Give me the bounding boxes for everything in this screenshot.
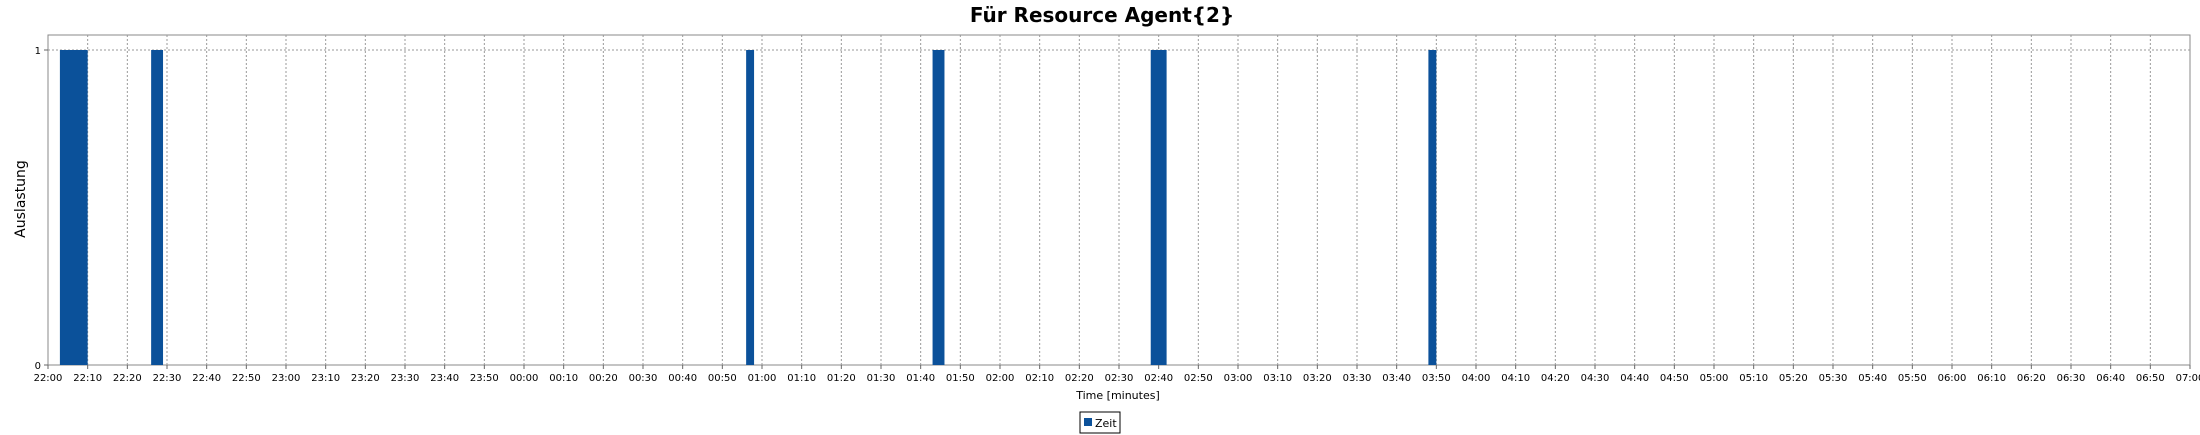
x-tick-label: 03:50	[1422, 373, 1451, 384]
legend-swatch	[1084, 418, 1092, 426]
x-tick-label: 02:10	[1025, 373, 1054, 384]
x-tick-label: 22:30	[153, 373, 182, 384]
x-tick-label: 00:40	[668, 373, 697, 384]
x-tick-label: 02:20	[1065, 373, 1094, 384]
x-tick-label: 22:20	[113, 373, 142, 384]
x-tick-label: 04:10	[1501, 373, 1530, 384]
x-tick-label: 03:40	[1382, 373, 1411, 384]
x-tick-label: 22:10	[73, 373, 102, 384]
bar	[932, 50, 945, 365]
x-tick-label: 00:20	[589, 373, 618, 384]
bars	[59, 50, 1437, 365]
x-tick-label: 03:10	[1263, 373, 1292, 384]
bar	[1150, 50, 1167, 365]
x-tick-label: 04:00	[1462, 373, 1491, 384]
x-tick-label: 04:20	[1541, 373, 1570, 384]
x-tick-label: 03:20	[1303, 373, 1332, 384]
x-tick-label: 00:00	[510, 373, 539, 384]
x-tick-label: 03:30	[1343, 373, 1372, 384]
bar	[746, 50, 755, 365]
x-tick-label: 06:10	[1977, 373, 2006, 384]
y-axis: 01	[35, 46, 48, 372]
x-tick-label: 06:40	[2096, 373, 2125, 384]
x-tick-label: 02:40	[1144, 373, 1173, 384]
bar	[151, 50, 164, 365]
legend: Zeit	[1079, 411, 1121, 434]
x-tick-label: 06:50	[2136, 373, 2165, 384]
x-tick-label: 00:50	[708, 373, 737, 384]
y-tick-label: 1	[35, 46, 41, 57]
x-tick-label: 23:00	[272, 373, 301, 384]
x-tick-label: 01:30	[867, 373, 896, 384]
x-tick-label: 06:20	[2017, 373, 2046, 384]
x-tick-label: 05:50	[1898, 373, 1927, 384]
x-tick-label: 22:50	[232, 373, 261, 384]
x-tick-label: 02:30	[1105, 373, 1134, 384]
x-tick-label: 23:40	[430, 373, 459, 384]
x-tick-label: 00:30	[629, 373, 658, 384]
x-tick-label: 01:00	[748, 373, 777, 384]
bar	[1428, 50, 1437, 365]
y-axis-label: Auslastung	[13, 160, 29, 238]
x-tick-label: 22:40	[192, 373, 221, 384]
x-tick-label: 06:00	[1938, 373, 1967, 384]
legend-label-zeit: Zeit	[1095, 417, 1117, 430]
x-tick-label: 06:30	[2057, 373, 2086, 384]
x-axis: 22:00 22:10 22:20 22:30 22:40 22:50 23:00 23:10…	[34, 365, 2200, 384]
x-tick-label: 00:10	[549, 373, 578, 384]
x-tick-label: 23:20	[351, 373, 380, 384]
x-tick-label: 02:00	[986, 373, 1015, 384]
plot-area	[47, 34, 2191, 366]
x-tick-label: 22:00	[34, 373, 63, 384]
x-tick-label: 01:20	[827, 373, 856, 384]
x-tick-label: 05:00	[1700, 373, 1729, 384]
chart-title: Für Resource Agent{2}	[970, 3, 1234, 27]
y-tick-label: 0	[35, 361, 41, 372]
x-tick-label: 07:00	[2176, 373, 2200, 384]
x-tick-label: 04:30	[1581, 373, 1610, 384]
x-tick-label: 05:20	[1779, 373, 1808, 384]
x-tick-label: 04:40	[1620, 373, 1649, 384]
x-axis-label: Time [minutes]	[1075, 389, 1160, 402]
x-tick-label: 02:50	[1184, 373, 1213, 384]
x-tick-label: 01:50	[946, 373, 975, 384]
x-tick-label: 01:40	[906, 373, 935, 384]
x-tick-label: 04:50	[1660, 373, 1689, 384]
x-tick-label: 23:30	[391, 373, 420, 384]
x-tick-label: 23:50	[470, 373, 499, 384]
x-tick-label: 05:40	[1858, 373, 1887, 384]
legend-box	[1079, 411, 1121, 434]
x-tick-label: 01:10	[787, 373, 816, 384]
x-tick-label: 03:00	[1224, 373, 1253, 384]
bar	[59, 50, 88, 365]
x-tick-label: 23:10	[311, 373, 340, 384]
x-tick-label: 05:10	[1739, 373, 1768, 384]
x-tick-label: 05:30	[1819, 373, 1848, 384]
